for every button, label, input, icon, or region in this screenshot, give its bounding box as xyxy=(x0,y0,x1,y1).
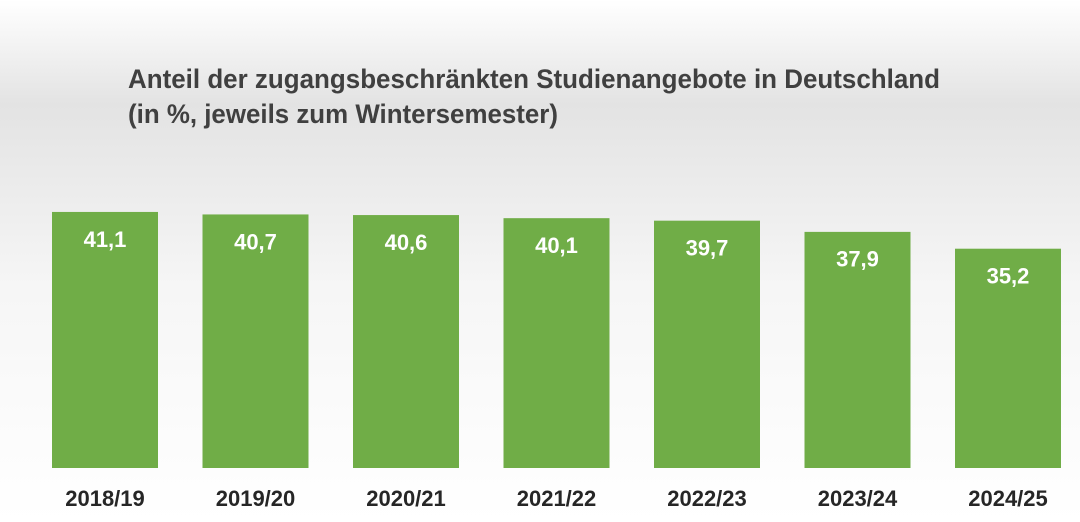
value-label: 40,1 xyxy=(535,233,578,258)
bar xyxy=(503,218,610,468)
value-label: 40,6 xyxy=(385,230,428,255)
bar xyxy=(353,215,459,468)
bar xyxy=(955,248,1061,468)
value-label: 35,2 xyxy=(987,264,1030,289)
value-label: 41,1 xyxy=(84,227,127,252)
x-tick-label: 2024/25 xyxy=(968,486,1048,511)
value-label: 37,9 xyxy=(836,247,879,272)
chart-title: Anteil der zugangsbeschränkten Studienan… xyxy=(128,64,940,94)
x-tick-label: 2020/21 xyxy=(366,486,446,511)
x-tick-label: 2018/19 xyxy=(65,486,145,511)
bar xyxy=(52,211,158,468)
x-tick-label: 2019/20 xyxy=(216,486,296,511)
bar xyxy=(654,220,760,468)
x-tick-label: 2022/23 xyxy=(667,486,747,511)
x-tick-label: 2021/22 xyxy=(517,486,597,511)
value-label: 39,7 xyxy=(686,235,729,260)
bar xyxy=(804,231,911,468)
value-label: 40,7 xyxy=(234,229,277,254)
bar xyxy=(202,214,309,468)
x-tick-label: 2023/24 xyxy=(818,486,898,511)
chart-subtitle: (in %, jeweils zum Wintersemester) xyxy=(128,99,558,129)
